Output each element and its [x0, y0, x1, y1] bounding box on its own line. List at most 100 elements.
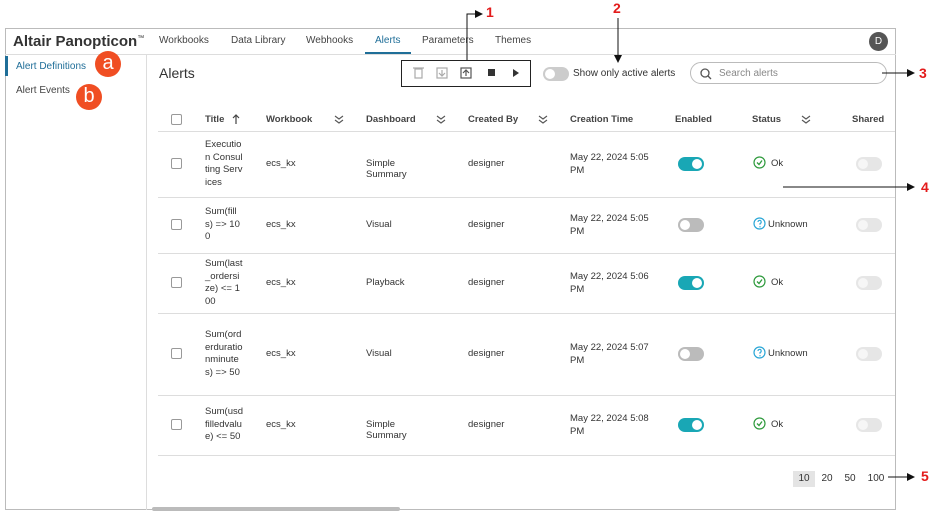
brand: Altair Panopticon™ [13, 33, 144, 50]
dashboard: Playback [366, 277, 405, 288]
workbook: ecs_kx [266, 277, 296, 288]
shared-toggle[interactable] [856, 418, 882, 432]
alert-title: Sum(fills) => 100 [205, 206, 240, 242]
shared-toggle[interactable] [856, 347, 882, 361]
created-by: designer [468, 419, 505, 430]
alert-title: Sum(orderdurationminutes) => 50 [205, 329, 243, 378]
enabled-toggle[interactable] [678, 157, 704, 171]
search-icon [700, 68, 712, 80]
search-placeholder: Search alerts [719, 68, 778, 79]
enabled-toggle[interactable] [678, 218, 704, 232]
status-icon [753, 275, 766, 288]
column-header[interactable]: Status [752, 114, 782, 125]
row-checkbox[interactable] [171, 158, 182, 169]
status-icon [753, 217, 766, 230]
row-divider [158, 313, 895, 314]
workbook: ecs_kx [266, 348, 296, 359]
nav-tab[interactable]: Data Library [231, 35, 286, 46]
column-header[interactable]: Creation Time [570, 114, 634, 125]
avatar[interactable]: D [869, 32, 888, 51]
status: Ok [771, 158, 784, 169]
enabled-toggle[interactable] [678, 276, 704, 290]
filter-icon[interactable] [537, 114, 549, 126]
column-header[interactable]: Workbook [266, 114, 313, 125]
toolbar [401, 60, 531, 87]
status: Unknown [768, 348, 808, 359]
dashboard: Simple Summary [366, 419, 407, 441]
column-header[interactable]: Shared [852, 114, 885, 125]
toggle-label: Show only active alerts [573, 68, 676, 79]
status: Ok [771, 277, 784, 288]
page-size-option[interactable]: 10 [793, 471, 815, 487]
column-header[interactable]: Enabled [675, 114, 712, 125]
top-bar [5, 28, 896, 55]
import-icon[interactable] [460, 67, 472, 79]
export-icon[interactable] [436, 67, 448, 79]
callout-2: 2 [613, 0, 621, 16]
active-tab-underline [365, 52, 411, 54]
brand-mark: ™ [137, 35, 145, 42]
page-size-option[interactable]: 50 [844, 473, 856, 484]
scrollbar[interactable] [152, 507, 400, 511]
created-by: designer [468, 219, 505, 230]
alert-title: Sum(last_ordersize) <= 100 [205, 258, 243, 307]
sidebar-item[interactable]: Alert Events [16, 85, 70, 96]
filter-icon[interactable] [435, 114, 447, 126]
created-by: designer [468, 348, 505, 359]
sidebar-item[interactable]: Alert Definitions [16, 61, 87, 72]
row-checkbox[interactable] [171, 419, 182, 430]
column-header[interactable]: Title [205, 114, 225, 125]
nav-tab[interactable]: Parameters [422, 35, 474, 46]
stop-icon[interactable] [488, 69, 495, 76]
nav-tab[interactable]: Workbooks [159, 35, 209, 46]
row-checkbox[interactable] [171, 348, 182, 359]
play-icon[interactable] [513, 69, 519, 77]
enabled-toggle[interactable] [678, 418, 704, 432]
app-frame [5, 28, 896, 510]
creation-time: May 22, 2024 5:07 PM [570, 342, 649, 366]
row-checkbox[interactable] [171, 219, 182, 230]
callout-3: 3 [919, 65, 927, 81]
creation-time: May 22, 2024 5:05 PM [570, 213, 649, 237]
filter-icon[interactable] [800, 114, 812, 126]
toolbar-icons [413, 67, 519, 79]
row-divider [158, 455, 895, 456]
status-icon [753, 417, 766, 430]
dashboard: Simple Summary [366, 158, 407, 180]
page-size-option[interactable]: 100 [867, 473, 885, 484]
row-checkbox[interactable] [171, 277, 182, 288]
row-divider [158, 253, 895, 254]
page-size-option[interactable]: 20 [821, 473, 833, 484]
shared-toggle[interactable] [856, 157, 882, 171]
callout-b: b [76, 84, 102, 110]
select-all-checkbox[interactable] [171, 114, 182, 125]
workbook: ecs_kx [266, 419, 296, 430]
active-marker [5, 56, 8, 76]
status-icon [753, 156, 766, 169]
nav-tab[interactable]: Themes [495, 35, 532, 46]
shared-toggle[interactable] [856, 276, 882, 290]
row-divider [158, 197, 895, 198]
status: Unknown [768, 219, 808, 230]
nav-tab[interactable]: Alerts [375, 35, 401, 46]
creation-time: May 22, 2024 5:08 PM [570, 413, 649, 437]
callout-1: 1 [486, 4, 494, 20]
sort-icon[interactable] [230, 113, 242, 125]
workbook: ecs_kx [266, 158, 296, 169]
created-by: designer [468, 277, 505, 288]
enabled-toggle[interactable] [678, 347, 704, 361]
nav-tab[interactable]: Webhooks [306, 35, 354, 46]
delete-icon[interactable] [413, 67, 424, 79]
alert-title: Sum(usdfilledvalue) <= 50 [205, 406, 244, 442]
column-header[interactable]: Dashboard [366, 114, 416, 125]
sidebar [5, 55, 147, 510]
dashboard: Visual [366, 219, 392, 230]
shared-toggle[interactable] [856, 218, 882, 232]
header-divider [158, 131, 895, 132]
column-header[interactable]: Created By [468, 114, 519, 125]
workbook: ecs_kx [266, 219, 296, 230]
active-toggle[interactable] [543, 67, 569, 81]
filter-icon[interactable] [333, 114, 345, 126]
